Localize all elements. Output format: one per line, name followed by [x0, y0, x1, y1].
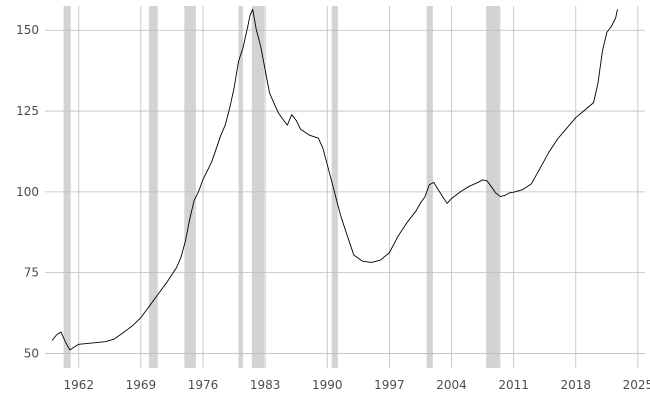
x-tick-label-1983: 1983	[250, 378, 281, 392]
x-tick-label-1962: 1962	[63, 378, 94, 392]
series-lines	[51, 8, 618, 351]
x-tick-label-1997: 1997	[374, 378, 405, 392]
y-tick-label-150: 150	[16, 23, 39, 37]
x-tick-label-2004: 2004	[436, 378, 467, 392]
y-tick-label-75: 75	[24, 266, 39, 280]
x-tick-label-1990: 1990	[312, 378, 343, 392]
recession-band-5	[251, 6, 265, 368]
recession-band-6	[331, 6, 338, 368]
x-tick-label-2025: 2025	[623, 378, 650, 392]
x-tick-label-2018: 2018	[560, 378, 591, 392]
gridlines	[45, 6, 645, 368]
y-tick-label-125: 125	[16, 104, 39, 118]
x-tick-label-2011: 2011	[498, 378, 529, 392]
recession-band-4	[238, 6, 243, 368]
recession-bands	[63, 6, 501, 368]
x-tick-label-1969: 1969	[126, 378, 157, 392]
recession-band-1	[63, 6, 71, 368]
recession-band-3	[184, 6, 196, 368]
recession-band-8	[486, 6, 501, 368]
x-axis-tick-labels: 1962 1969 1976 1983 1990 1997 2004 2011 2018 2025	[63, 378, 650, 392]
x-tick-label-1976: 1976	[188, 378, 219, 392]
y-tick-label-50: 50	[24, 346, 39, 360]
y-axis-tick-labels: 50 75 100 125 150	[16, 23, 39, 360]
series-line-1	[51, 8, 618, 351]
y-tick-label-100: 100	[16, 185, 39, 199]
recession-band-2	[148, 6, 158, 368]
recession-band-7	[426, 6, 433, 368]
